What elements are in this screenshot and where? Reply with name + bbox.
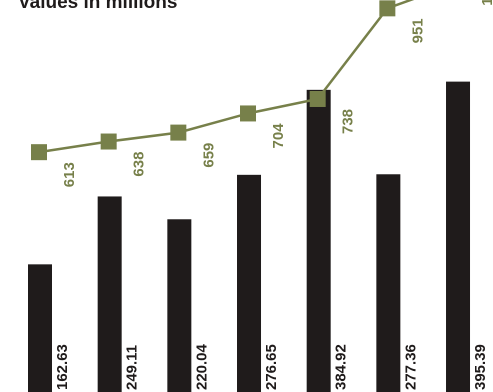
- bar-value-label: 384.92: [333, 344, 350, 390]
- chart-subtitle: Values in millions: [18, 0, 178, 13]
- bar-value-label: 162.63: [54, 344, 71, 390]
- line-marker: [379, 0, 396, 17]
- bar-series: 162.63 249.11 220.04 276.65 384.92 277.36 395.…: [28, 81, 489, 392]
- line-marker: [170, 124, 187, 141]
- bar-value-label: 220.04: [193, 343, 210, 390]
- line-value-label: 659: [200, 143, 217, 168]
- bar: [237, 174, 262, 392]
- bar: [446, 81, 471, 392]
- line-value-label: 613: [61, 162, 78, 187]
- bar-value-label: 395.39: [472, 344, 489, 390]
- line-path: [38, 0, 415, 154]
- line-series: 613 638 659 704 738 951 1,: [31, 0, 493, 187]
- line-value-label: 638: [131, 152, 148, 177]
- line-value-label: 1,: [479, 0, 493, 6]
- bar: [306, 89, 331, 392]
- bar: [167, 219, 192, 392]
- line-value-label: 738: [340, 109, 357, 134]
- bar: [97, 196, 122, 392]
- line-value-label: 951: [409, 18, 426, 43]
- bar-value-label: 276.65: [263, 344, 280, 390]
- line-marker: [31, 144, 47, 161]
- line-marker: [100, 133, 117, 150]
- bar: [28, 264, 52, 392]
- bar-value-label: 277.36: [402, 344, 419, 390]
- line-value-label: 704: [270, 123, 287, 149]
- line-marker: [240, 105, 257, 122]
- bar: [376, 174, 401, 392]
- bar-value-label: 249.11: [124, 345, 141, 390]
- line-marker: [309, 90, 326, 107]
